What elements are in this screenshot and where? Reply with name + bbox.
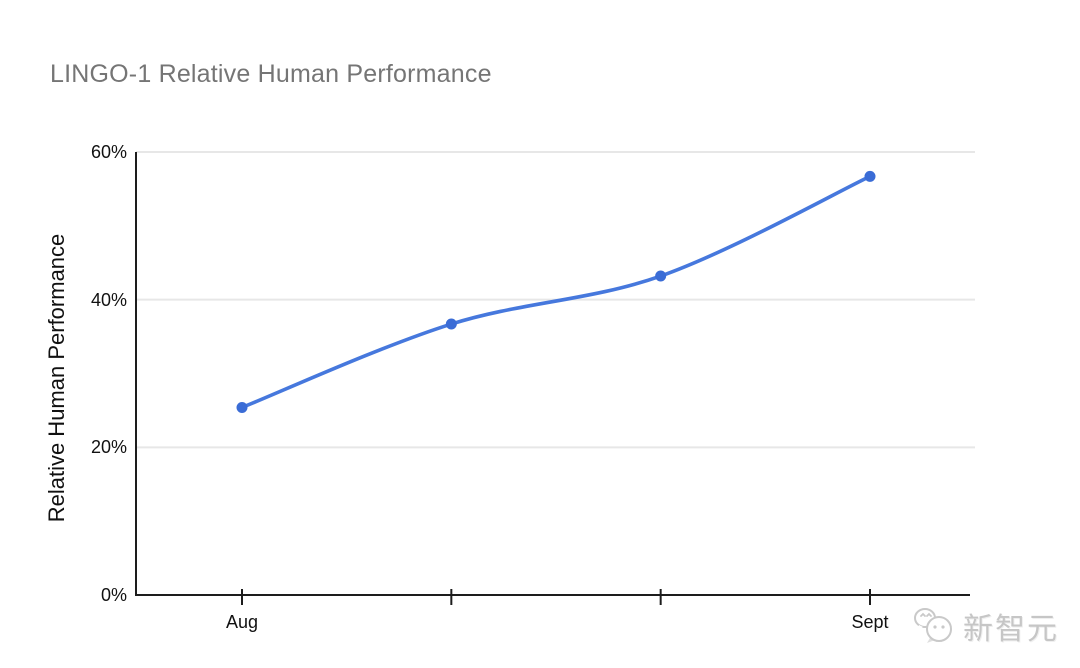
wechat-bubbles-icon [914, 608, 952, 643]
y-tick-label: 60% [90, 142, 127, 162]
y-tick-label: 0% [100, 585, 127, 605]
data-point [445, 318, 457, 330]
x-tick-label: Aug [225, 612, 259, 632]
y-axis-ticks: 0% 20% 40% 60% [0, 0, 127, 668]
data-point [655, 270, 667, 282]
data-point [236, 401, 248, 413]
series-line [240, 174, 872, 410]
chart-title: LINGO-1 Relative Human Performance [50, 60, 492, 88]
data-point [864, 170, 876, 182]
watermark-text: 新智元 [963, 613, 1059, 646]
y-tick-label: 40% [90, 289, 127, 310]
x-tick-label: Sept [851, 612, 889, 632]
watermark: 新智元 [912, 600, 1059, 652]
y-tick-label: 20% [90, 437, 127, 458]
